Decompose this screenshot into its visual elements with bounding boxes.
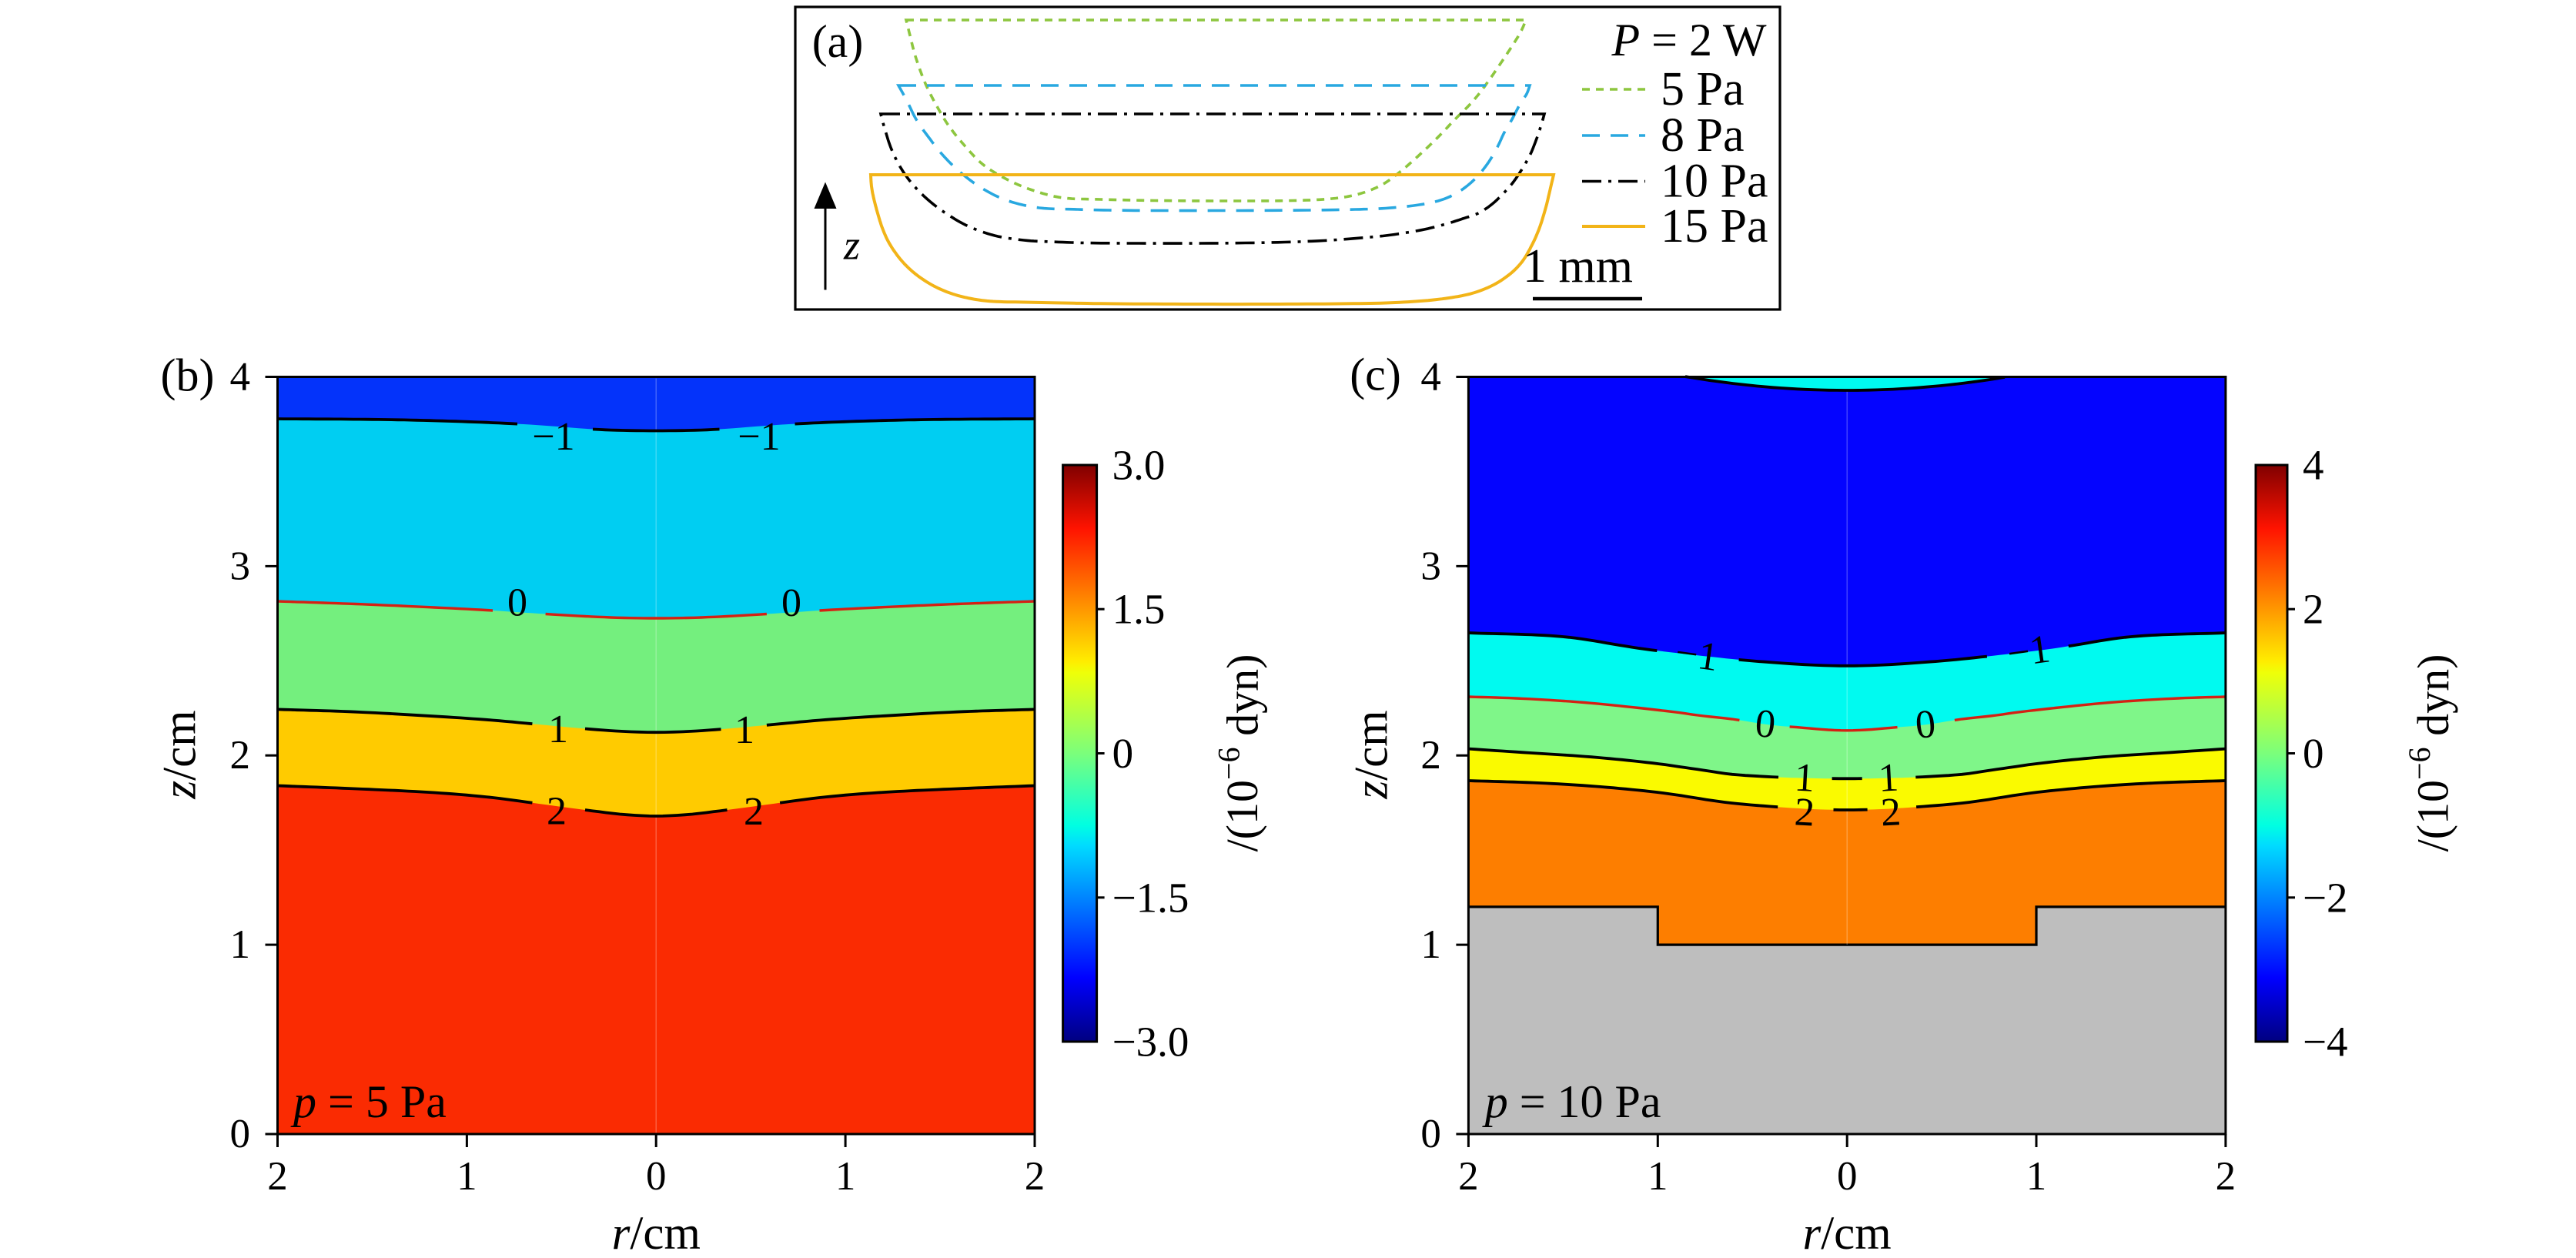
svg-text:/(10−6 dyn): /(10−6 dyn) [1211, 654, 1267, 852]
svg-text:8 Pa: 8 Pa [1661, 109, 1745, 162]
svg-text:1: 1 [1878, 756, 1900, 801]
svg-text:5 Pa: 5 Pa [1661, 63, 1745, 115]
svg-text:z/cm: z/cm [154, 710, 206, 799]
svg-text:−2: −2 [2303, 874, 2348, 921]
svg-text:2: 2 [1458, 1154, 1479, 1199]
svg-text:r/cm: r/cm [612, 1208, 701, 1258]
svg-text:z: z [843, 222, 860, 269]
svg-text:0: 0 [1420, 1112, 1441, 1156]
svg-text:0: 0 [1837, 1154, 1858, 1199]
svg-text:2: 2 [1025, 1154, 1045, 1199]
svg-text:2: 2 [1880, 790, 1902, 835]
svg-text:2: 2 [230, 733, 251, 778]
svg-text:3: 3 [1420, 544, 1441, 588]
svg-text:1: 1 [1420, 922, 1441, 967]
svg-text:P = 2 W: P = 2 W [1611, 15, 1767, 65]
svg-text:1.5: 1.5 [1112, 586, 1166, 633]
svg-text:2: 2 [2216, 1154, 2236, 1199]
svg-text:−1: −1 [1673, 631, 1721, 680]
svg-text:−1.5: −1.5 [1112, 874, 1189, 921]
svg-text:2: 2 [547, 790, 567, 834]
svg-text:2: 2 [1794, 790, 1816, 835]
svg-text:4: 4 [1420, 355, 1441, 400]
svg-text:0: 0 [1754, 701, 1778, 747]
svg-text:0: 0 [2303, 730, 2324, 777]
svg-text:4: 4 [230, 355, 251, 400]
svg-text:1: 1 [835, 1154, 856, 1199]
svg-text:15 Pa: 15 Pa [1661, 200, 1768, 253]
svg-text:−3.0: −3.0 [1112, 1019, 1189, 1066]
svg-text:(a): (a) [812, 16, 864, 67]
svg-text:1: 1 [734, 708, 754, 752]
svg-text:−1: −1 [738, 415, 780, 459]
svg-text:2: 2 [744, 790, 764, 834]
svg-text:0: 0 [781, 581, 801, 625]
svg-text:−4: −4 [2303, 1019, 2348, 1066]
svg-text:10 Pa: 10 Pa [1661, 156, 1768, 208]
svg-text:p = 5 Pa: p = 5 Pa [290, 1076, 447, 1127]
svg-text:z/cm: z/cm [1346, 710, 1397, 799]
svg-text:3: 3 [230, 544, 251, 588]
svg-text:1: 1 [548, 708, 568, 751]
svg-text:2: 2 [267, 1154, 288, 1199]
svg-text:2: 2 [2303, 586, 2324, 633]
svg-text:1: 1 [2026, 1154, 2047, 1199]
svg-text:2: 2 [1420, 733, 1441, 778]
svg-text:0: 0 [230, 1112, 251, 1156]
svg-text:0: 0 [507, 581, 527, 625]
svg-text:3.0: 3.0 [1112, 442, 1166, 489]
svg-text:−1: −1 [2005, 627, 2053, 676]
svg-text:/(10−6 dyn): /(10−6 dyn) [2402, 654, 2458, 852]
svg-text:0: 0 [1112, 730, 1134, 777]
svg-text:1 mm: 1 mm [1523, 240, 1633, 293]
svg-text:0: 0 [646, 1154, 667, 1199]
svg-text:1: 1 [1794, 756, 1816, 801]
svg-text:1: 1 [1648, 1154, 1668, 1199]
svg-text:r/cm: r/cm [1802, 1208, 1891, 1258]
svg-text:p = 10 Pa: p = 10 Pa [1482, 1076, 1661, 1127]
svg-text:4: 4 [2303, 442, 2324, 489]
svg-text:−1: −1 [532, 415, 574, 459]
svg-text:(c): (c) [1350, 350, 1401, 400]
svg-text:0: 0 [1914, 702, 1938, 748]
svg-text:(b): (b) [161, 350, 215, 401]
svg-text:1: 1 [230, 922, 251, 967]
svg-text:1: 1 [457, 1154, 477, 1199]
